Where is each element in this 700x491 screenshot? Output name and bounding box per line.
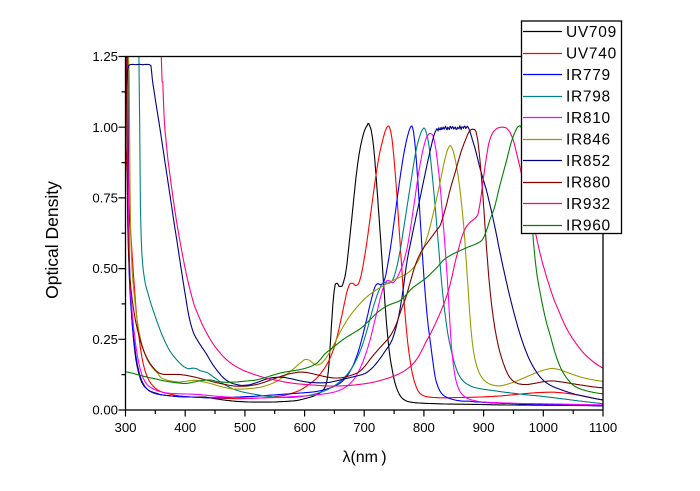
svg-text:0.00: 0.00 [92,403,118,418]
svg-text:Optical Density: Optical Density [42,181,62,299]
svg-text:IR779: IR779 [566,67,611,84]
svg-text:IR932: IR932 [566,196,611,213]
svg-text:600: 600 [294,420,316,435]
svg-text:IR960: IR960 [566,217,611,234]
svg-text:400: 400 [174,420,196,435]
svg-text:0.25: 0.25 [92,332,118,347]
svg-text:IR852: IR852 [566,153,611,170]
svg-text:800: 800 [413,420,435,435]
svg-text:1.25: 1.25 [92,49,118,64]
svg-text:λ(nm ): λ(nm ) [342,449,386,466]
svg-text:700: 700 [353,420,375,435]
svg-text:300: 300 [114,420,136,435]
svg-text:IR810: IR810 [566,110,611,127]
svg-text:500: 500 [234,420,256,435]
svg-text:IR846: IR846 [566,131,611,148]
svg-text:1.00: 1.00 [92,120,118,135]
svg-text:1100: 1100 [589,420,617,435]
svg-text:0.50: 0.50 [92,261,118,276]
svg-text:UV709: UV709 [566,24,617,41]
svg-text:1000: 1000 [529,420,558,435]
svg-text:IR880: IR880 [566,174,611,191]
svg-text:IR798: IR798 [566,88,611,105]
svg-text:0.75: 0.75 [92,191,118,206]
svg-text:900: 900 [473,420,495,435]
svg-text:UV740: UV740 [566,45,617,62]
